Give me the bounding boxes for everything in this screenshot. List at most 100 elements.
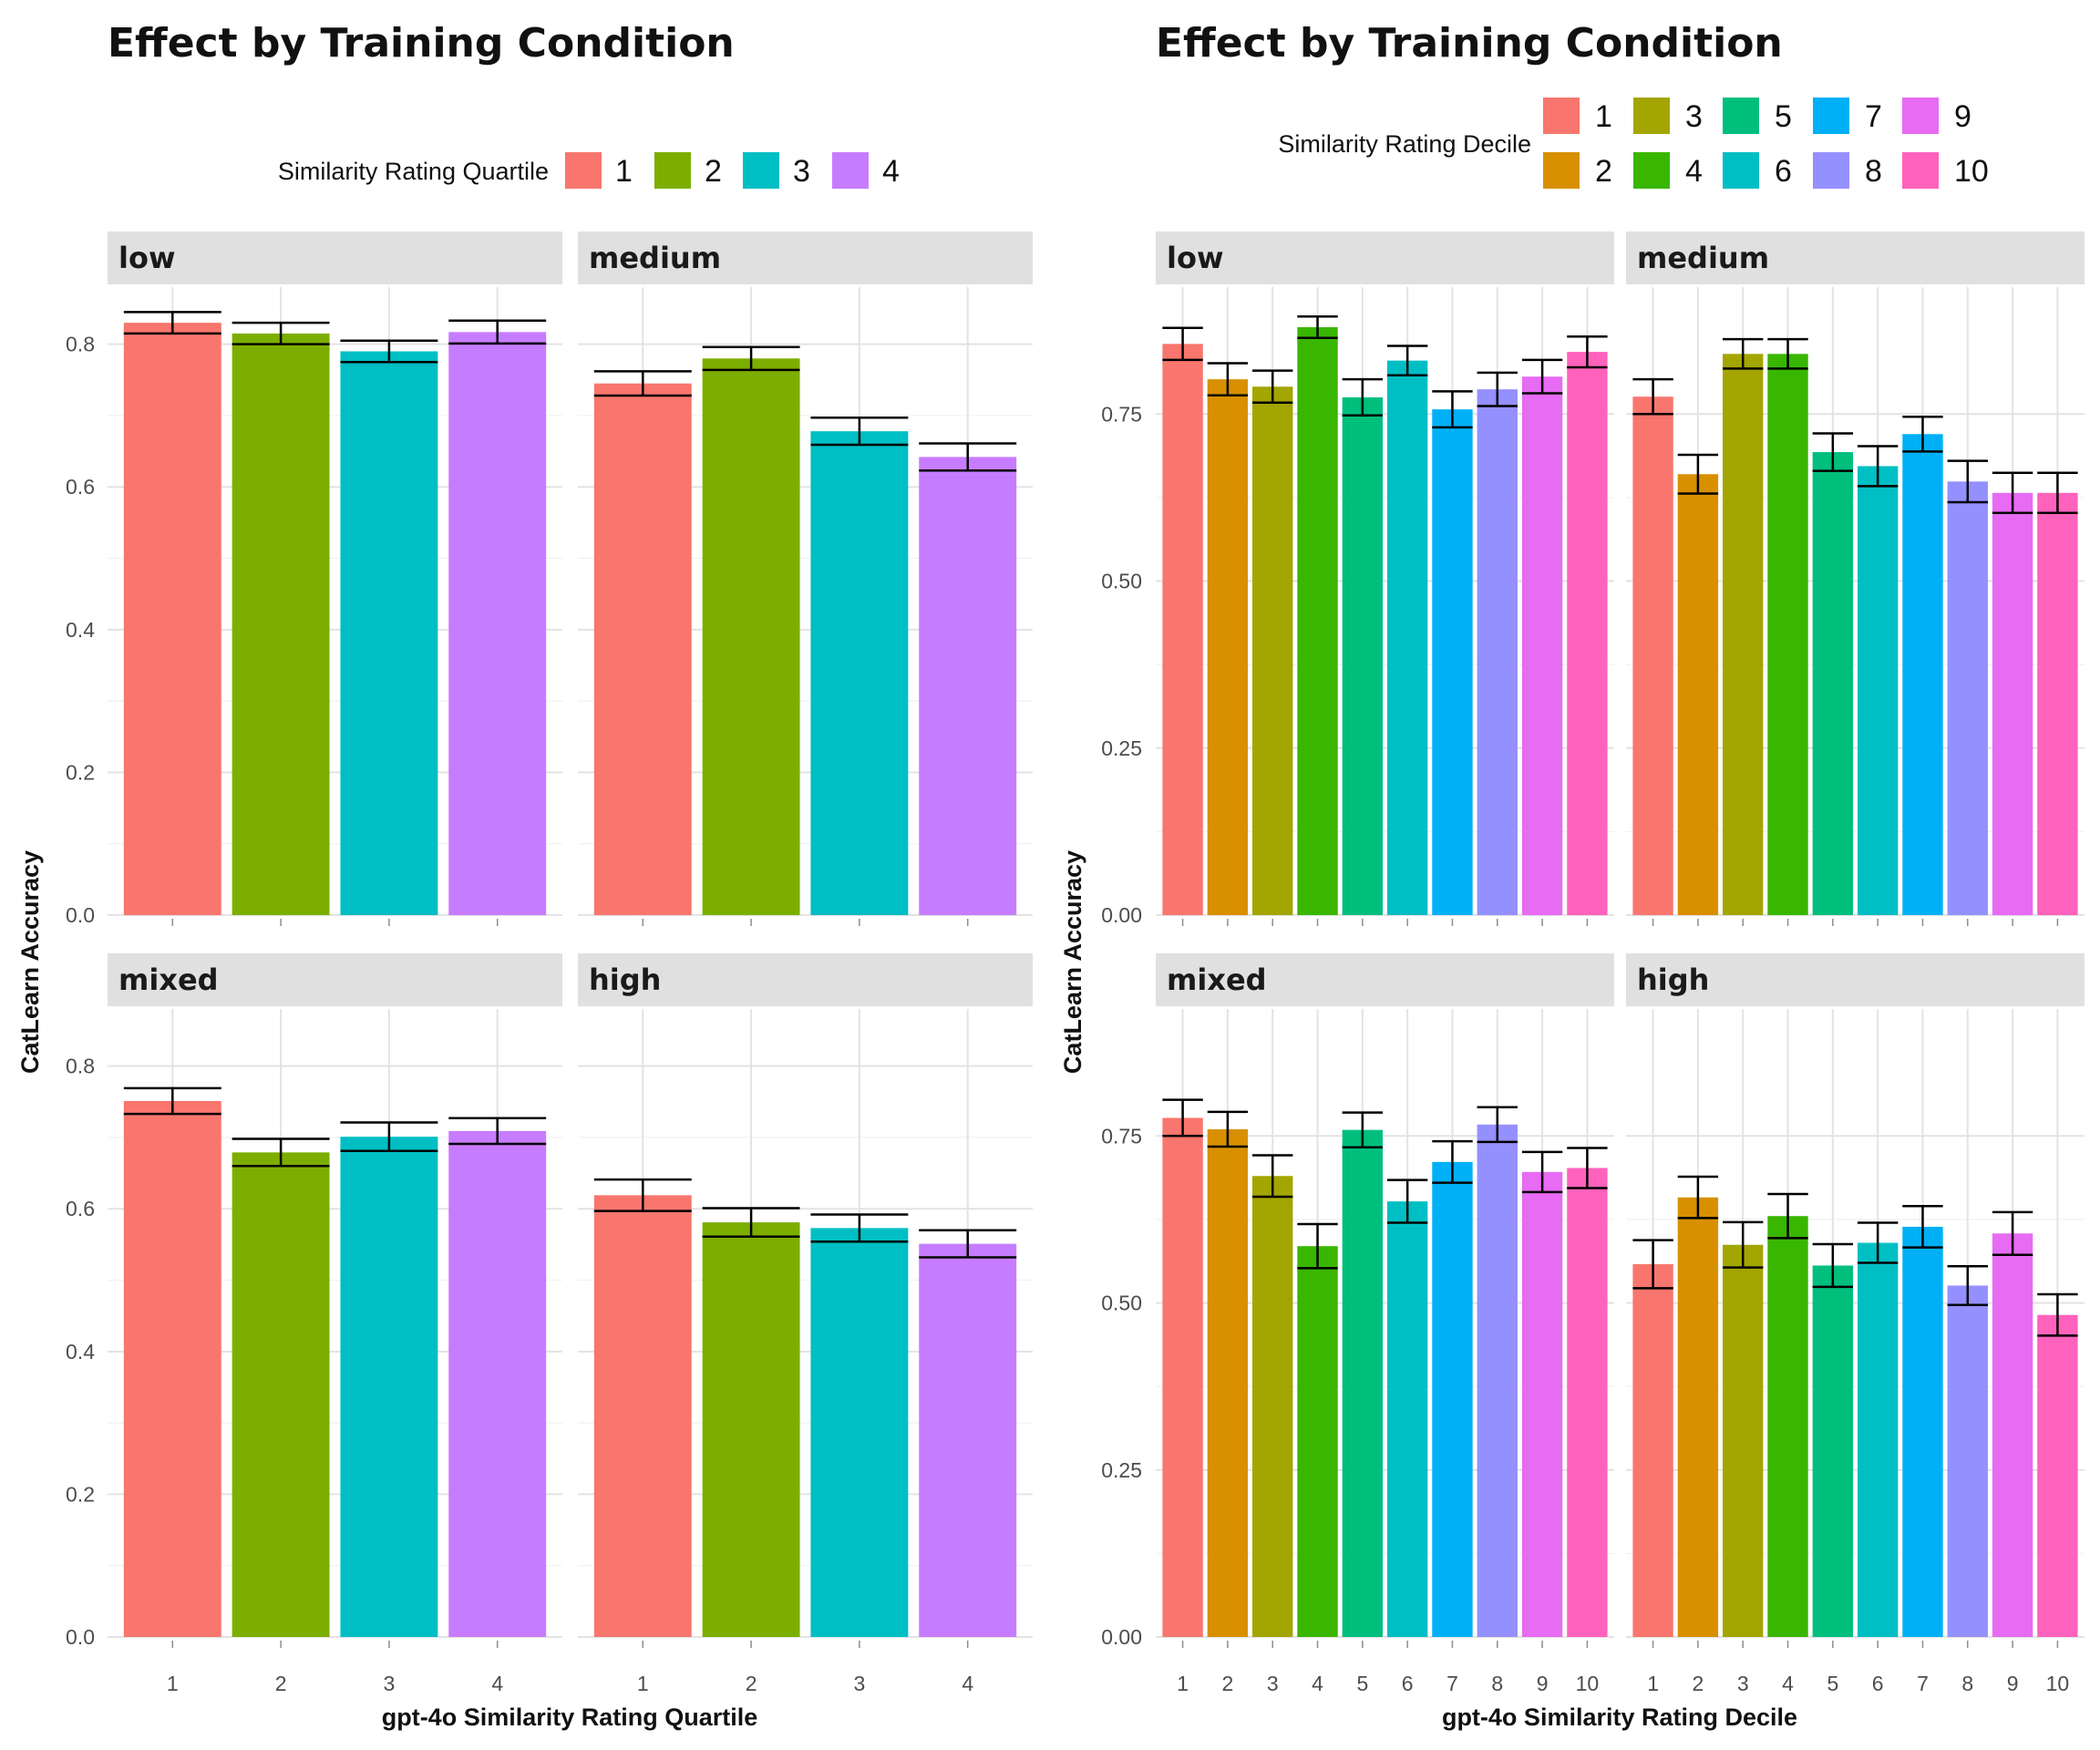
bar [2037, 492, 2078, 915]
facet-strip [578, 232, 1033, 284]
legend-label-2: 2 [1595, 154, 1612, 189]
x-tick-label: 3 [1737, 1672, 1749, 1695]
y-tick-label: 0.25 [1101, 1458, 1142, 1482]
legend-key-3 [743, 152, 779, 189]
x-tick-label: 3 [1267, 1672, 1279, 1695]
facet-strip [108, 953, 562, 1006]
facet-strip-label: mixed [1167, 962, 1267, 997]
chart-panel-1: Effect by Training Condition Similarity R… [16, 20, 1033, 1731]
x-tick-label: 1 [167, 1672, 179, 1695]
facet-strip [1156, 232, 1614, 284]
bar [1812, 452, 1854, 915]
bar [1857, 466, 1899, 915]
bar [1677, 474, 1719, 915]
x-tick-label: 8 [1491, 1672, 1503, 1695]
bar [1252, 386, 1293, 915]
legend-label-2: 2 [705, 154, 722, 189]
x-tick-label: 5 [1356, 1672, 1368, 1695]
facet-strip-label: low [118, 241, 176, 275]
x-tick-label: 5 [1827, 1672, 1838, 1695]
legend-key-10 [1902, 152, 1939, 189]
bar [1207, 1128, 1249, 1637]
legend-title: Similarity Rating Quartile [278, 158, 549, 185]
bar [919, 457, 1017, 915]
bar [1723, 1244, 1764, 1637]
facet-medium: medium [1626, 232, 2085, 926]
y-tick-label: 0.75 [1101, 402, 1142, 426]
legend-label-4: 4 [1685, 154, 1703, 189]
facet-strip-label: low [1167, 241, 1224, 275]
facet-high: high 1 2 3 4 [578, 953, 1033, 1695]
bar [1342, 1129, 1384, 1637]
y-tick-label: 0.6 [66, 475, 95, 499]
facet-low: low 0.0 0.2 0.4 0.6 0.8 [66, 232, 562, 927]
bar [1767, 354, 1808, 916]
x-tick-label: 9 [2007, 1672, 2019, 1695]
y-tick-label: 0.2 [66, 760, 95, 784]
facet-low: low 0.00 0.25 0.50 0.75 [1101, 232, 1614, 927]
legend-label-9: 9 [1954, 99, 1971, 134]
facet-strip [1626, 953, 2085, 1006]
facet-high: high 1 2 3 4 5 6 7 8 9 10 [1626, 953, 2085, 1695]
legend: Similarity Rating Quartile 1 2 3 4 [278, 152, 900, 189]
bar [123, 1101, 221, 1637]
x-tick-label: 1 [1177, 1672, 1189, 1695]
y-tick-label: 0.6 [66, 1197, 95, 1220]
bar [1386, 360, 1428, 915]
x-tick-label: 4 [962, 1672, 973, 1695]
y-tick-label: 0.4 [66, 1340, 95, 1364]
facet-strip-label: high [589, 962, 661, 997]
bar [1386, 1201, 1428, 1637]
bar [1297, 326, 1338, 915]
bar [810, 431, 909, 915]
facet-strip [108, 232, 562, 284]
x-tick-label: 2 [1222, 1672, 1234, 1695]
legend-key-3 [1633, 98, 1670, 134]
legend-label-7: 7 [1865, 99, 1882, 134]
x-tick-label: 4 [1312, 1672, 1323, 1695]
legend-key-9 [1902, 98, 1939, 134]
x-tick-label: 9 [1537, 1672, 1549, 1695]
facet-strip-label: medium [589, 241, 721, 275]
bar [340, 1137, 438, 1637]
y-axis-label: CatLearn Accuracy [1059, 850, 1086, 1074]
y-tick-label: 0.0 [66, 1625, 95, 1649]
x-tick-label: 2 [746, 1672, 757, 1695]
legend-key-2 [654, 152, 691, 189]
y-tick-label: 0.8 [66, 1055, 95, 1078]
legend-label-10: 10 [1954, 154, 1989, 189]
x-axis-label: gpt-4o Similarity Rating Decile [1442, 1704, 1797, 1731]
chart-panel-2: Effect by Training Condition Similarity R… [1059, 20, 2085, 1731]
bar [1812, 1265, 1854, 1637]
legend-key-1 [565, 152, 602, 189]
legend-key-5 [1723, 98, 1759, 134]
bar [1207, 379, 1249, 915]
x-tick-label: 2 [275, 1672, 287, 1695]
x-tick-label: 6 [1872, 1672, 1884, 1695]
bar [1902, 1226, 1943, 1637]
x-tick-label: 3 [384, 1672, 396, 1695]
bar [1567, 1168, 1608, 1637]
y-tick-label: 0.00 [1101, 903, 1142, 927]
legend-label-5: 5 [1775, 99, 1792, 134]
bar [1297, 1246, 1338, 1637]
legend-key-4 [832, 152, 869, 189]
facet-strip [1156, 953, 1614, 1006]
bar [1992, 492, 2033, 915]
legend-label-3: 3 [1685, 99, 1703, 134]
legend-key-7 [1813, 98, 1849, 134]
legend-key-1 [1543, 98, 1580, 134]
bar [123, 323, 221, 916]
chart-title: Effect by Training Condition [108, 20, 735, 67]
facet-strip-label: medium [1637, 241, 1769, 275]
facet-strip-label: high [1637, 962, 1709, 997]
y-tick-label: 0.8 [66, 333, 95, 356]
x-axis-label: gpt-4o Similarity Rating Quartile [382, 1704, 758, 1731]
y-tick-label: 0.00 [1101, 1625, 1142, 1649]
legend-label-6: 6 [1775, 154, 1792, 189]
facet-mixed: mixed 0.00 0.25 0.50 0.75 1 2 3 4 5 6 7 8 9 10 [1101, 953, 1614, 1695]
x-tick-label: 1 [637, 1672, 649, 1695]
bar [1567, 352, 1608, 915]
bar [1723, 354, 1764, 916]
